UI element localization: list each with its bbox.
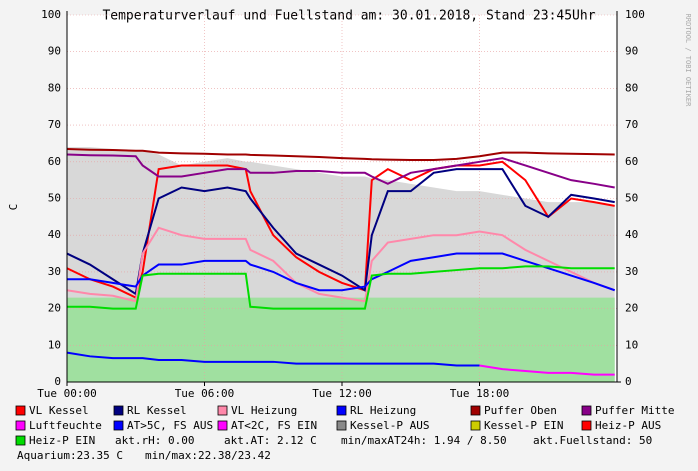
y-tick-label-right: 100 bbox=[625, 8, 645, 21]
legend-label: AT>5C, FS AUS bbox=[127, 419, 213, 432]
legend-swatch bbox=[15, 435, 26, 446]
legend-label: Kessel-P AUS bbox=[350, 419, 429, 432]
x-tick-label: Tue 18:00 bbox=[450, 387, 510, 400]
line bbox=[66, 160, 615, 300]
footer-text: akt.rH: 0.00 bbox=[115, 434, 194, 447]
legend-label: VL Kessel bbox=[29, 404, 89, 417]
legend-label: Puffer Oben bbox=[484, 404, 557, 417]
line bbox=[66, 147, 615, 161]
y-tick-label: 0 bbox=[54, 375, 61, 388]
legend-swatch bbox=[113, 405, 124, 416]
legend-swatch bbox=[15, 405, 26, 416]
y-tick-label: 60 bbox=[48, 155, 61, 168]
area bbox=[67, 297, 615, 382]
line bbox=[66, 168, 615, 296]
y-tick-label-right: 20 bbox=[625, 302, 638, 315]
legend-label: RL Heizung bbox=[350, 404, 416, 417]
legend-label: AT<2C, FS EIN bbox=[231, 419, 317, 432]
x-tick-label: Tue 12:00 bbox=[312, 387, 372, 400]
line bbox=[479, 364, 615, 376]
y-tick-label: 80 bbox=[48, 81, 61, 94]
chart-title: Temperaturverlauf und Fuellstand am: 30.… bbox=[102, 9, 595, 24]
legend-label: Heiz-P EIN bbox=[29, 434, 95, 447]
legend-label: Puffer Mitte bbox=[595, 404, 674, 417]
footer-text: min/maxAT24h: 1.94 / 8.50 bbox=[341, 434, 507, 447]
footer-text: akt.Fuellstand: 50 bbox=[533, 434, 652, 447]
line bbox=[67, 265, 615, 310]
legend-swatch bbox=[217, 405, 228, 416]
legend-label: Luftfeuchte bbox=[29, 419, 102, 432]
y-tick-label: 50 bbox=[48, 192, 61, 205]
legend-swatch bbox=[15, 420, 26, 431]
legend-swatch bbox=[581, 405, 592, 416]
y-tick-label-right: 90 bbox=[625, 45, 638, 58]
footer-text: akt.AT: 2.12 C bbox=[224, 434, 317, 447]
y-tick-label: 20 bbox=[48, 302, 61, 315]
y-tick-label-right: 60 bbox=[625, 155, 638, 168]
line bbox=[66, 226, 616, 303]
y-tick-label: 70 bbox=[48, 118, 61, 131]
y-tick-label: 10 bbox=[48, 338, 61, 351]
line bbox=[66, 351, 480, 367]
x-tick-label: Tue 06:00 bbox=[175, 387, 235, 400]
watermark: RRDTOOL / TOBI OETIKER bbox=[684, 14, 692, 108]
y-tick-label-right: 40 bbox=[625, 228, 638, 241]
y-tick-label-right: 70 bbox=[625, 118, 638, 131]
legend-swatch bbox=[113, 420, 124, 431]
x-tick-label: Tue 00:00 bbox=[37, 387, 97, 400]
y-tick-label: 100 bbox=[41, 8, 61, 21]
y-tick-label-right: 80 bbox=[625, 81, 638, 94]
legend-swatch bbox=[336, 420, 347, 431]
y-axis-label: C bbox=[7, 204, 20, 211]
footer-text: min/max:22.38/23.42 bbox=[145, 449, 271, 462]
legend-swatch bbox=[217, 420, 228, 431]
legend-swatch bbox=[336, 405, 347, 416]
y-tick-label: 40 bbox=[48, 228, 61, 241]
legend-label: VL Heizung bbox=[231, 404, 297, 417]
line bbox=[67, 252, 616, 292]
y-tick-label: 90 bbox=[48, 45, 61, 58]
y-tick-label-right: 30 bbox=[625, 265, 638, 278]
y-tick-label-right: 0 bbox=[625, 375, 632, 388]
y-tick-label-right: 50 bbox=[625, 192, 638, 205]
y-tick-label-right: 10 bbox=[625, 338, 638, 351]
legend-swatch bbox=[470, 405, 481, 416]
footer-text: Aquarium:23.35 C bbox=[17, 449, 123, 462]
legend-label: RL Kessel bbox=[127, 404, 187, 417]
legend-swatch bbox=[470, 420, 481, 431]
line bbox=[66, 153, 615, 189]
legend-label: Heiz-P AUS bbox=[595, 419, 661, 432]
legend-swatch bbox=[581, 420, 592, 431]
y-tick-label: 30 bbox=[48, 265, 61, 278]
legend-label: Kessel-P EIN bbox=[484, 419, 563, 432]
